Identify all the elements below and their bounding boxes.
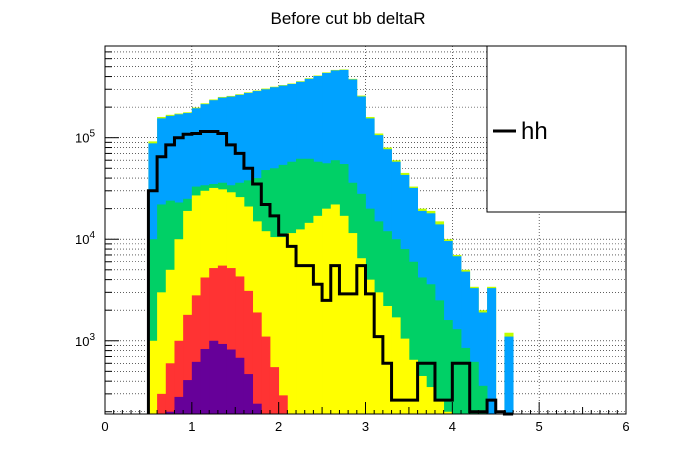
bar-layer3-bin0 [148,340,158,414]
bar-layer3-bin19 [313,215,323,414]
bar-layer3-bin17 [296,229,306,414]
axis-ticks: 0 1 2 3 4 5 6 103 104 105 [75,45,630,434]
bar-layer4-bin12 [252,312,262,414]
bar-layer2-bin38 [478,385,488,414]
bar-layer3-bin34 [443,411,453,414]
bar-layer1-bin37 [469,288,479,414]
bar-layer5-bin3 [174,396,184,414]
bar-layer4-bin6 [200,277,210,414]
bar-layer3-bin29 [400,338,410,414]
bar-layer4-bin11 [243,290,254,414]
bar-layer2-bin36 [461,347,471,414]
bar-layer4-bin5 [191,295,201,414]
bar-layer2-bin0 [148,239,158,414]
bar-layer4-bin2 [165,363,175,414]
x-tick-label-1: 1 [188,419,195,434]
x-tick-label-2: 2 [275,419,282,434]
y-tick-label-3: 103 [75,332,95,349]
bar-layer3-bin31 [417,375,427,414]
bar-layer3-bin32 [426,387,436,414]
bar-layer5-bin6 [200,348,210,414]
bar-layer3-bin3 [174,239,184,414]
bar-layer3-bin20 [322,208,332,414]
bar-layer2-bin29 [400,249,410,414]
bar-layer5-bin8 [217,343,227,414]
bar-layer2-bin32 [426,284,436,414]
bar-layer3-bin2 [165,269,175,414]
legend-box [486,45,627,213]
bar-layer4-bin13 [261,336,271,414]
bar-layer3-bin33 [434,400,445,414]
bar-layer3-bin22 [339,215,349,414]
x-tick-label-4: 4 [449,419,456,434]
legend: hh [486,45,627,213]
bar-layer5-bin12 [252,403,262,414]
legend-hh-label: hh [521,118,548,145]
x-tick-label-6: 6 [622,419,629,434]
bar-layer3-bin26 [374,292,384,414]
bar-layer1-bin39 [487,288,497,414]
bar-layer5-bin10 [235,357,245,414]
bar-layer2-bin31 [417,277,427,414]
bar-layer3-bin30 [408,359,418,414]
bar-layer4-bin14 [269,367,280,414]
bar-layer3-bin25 [365,279,375,414]
bar-layer2-bin35 [452,329,462,414]
x-tick-label-5: 5 [536,419,543,434]
bar-layer4-bin10 [235,276,245,414]
bar-layer5-bin9 [226,349,236,414]
bar-layer3-bin27 [382,305,392,414]
bar-layer3-bin16 [287,233,297,414]
bar-layer5-bin2 [165,411,175,414]
bar-layer1-bin41 [504,336,514,414]
bar-layer2-bin33 [434,300,445,414]
chart-title: Before cut bb deltaR [271,9,426,28]
bar-layer2-bin37 [469,361,479,414]
bar-layer1-bin36 [461,271,471,414]
stacked-histogram-bars [148,69,514,415]
bar-layer3-bin21 [330,204,340,414]
bar-layer3-bin15 [278,237,288,414]
bar-layer3-bin1 [157,292,167,414]
bar-layer3-bin24 [356,258,366,414]
y-tick-label-4: 104 [75,230,95,247]
bar-layer3-bin23 [348,233,358,414]
bar-layer2-bin30 [408,261,418,414]
bar-layer5-bin11 [243,374,254,414]
bar-layer4-bin1 [157,393,167,414]
bar-layer3-bin13 [261,231,271,414]
x-tick-label-0: 0 [101,419,108,434]
bar-layer4-bin3 [174,340,184,414]
bar-layer5-bin5 [191,361,201,414]
y-tick-label-5: 105 [75,129,95,146]
bar-layer4-bin8 [217,265,227,414]
x-tick-label-3: 3 [362,419,369,434]
bar-layer3-bin14 [269,237,280,414]
bar-layer2-bin34 [443,320,453,414]
bar-layer4-bin9 [226,268,236,414]
bar-layer3-bin18 [304,222,314,414]
bar-layer3-bin28 [391,317,401,414]
bar-layer1-bin38 [478,312,488,414]
bar-layer4-bin15 [278,395,288,414]
hh-series-line [146,130,514,416]
hh-step-path [146,130,514,416]
bar-layer4-bin4 [183,314,193,414]
bar-layer5-bin7 [209,340,219,414]
bar-layer5-bin4 [183,380,193,414]
bar-layer3-bin4 [183,210,193,414]
